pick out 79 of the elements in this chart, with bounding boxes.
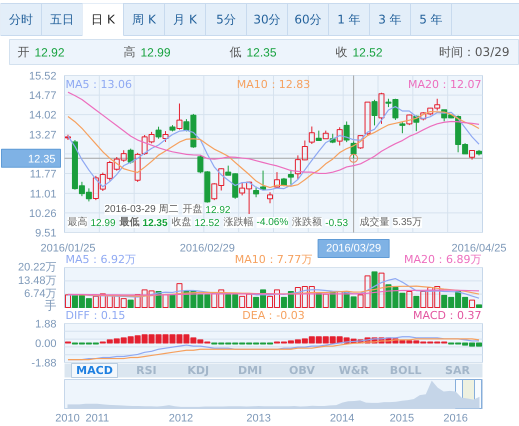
text: 开 [18, 45, 30, 59]
x-tick-label: 2016/02/29 [180, 242, 235, 254]
annotation: 最高 [68, 216, 88, 228]
text: DIFF：0.15 [66, 309, 126, 322]
ref-line-label: 12.35 [28, 153, 56, 166]
text: MA5：6.92万 [66, 253, 136, 266]
x-tick-label: 2016/01/25 [40, 242, 96, 254]
y-tick-label: 15.52 [28, 70, 57, 82]
text: 周 K [132, 12, 157, 26]
annotation: 最低 [118, 216, 140, 228]
text: 12.99 [140, 46, 171, 60]
text: W&R [338, 364, 370, 377]
text: 1 年 [337, 12, 361, 26]
annotation: 涨跌额 [292, 216, 322, 228]
annotation: 12.92 [205, 205, 231, 216]
annotation: 2016-03-29 周二 [104, 204, 178, 215]
text: 5 年 [419, 12, 443, 26]
annotation: 12.52 [194, 218, 220, 229]
text: 5分 [216, 12, 236, 26]
y-tick-label: 13.48万 [18, 274, 57, 287]
y-tick-label: 20.22万 [18, 262, 57, 274]
annotation: 涨跌幅 [224, 216, 254, 228]
text: DMI [238, 364, 262, 377]
x-tick-label: 2016/04/25 [451, 242, 507, 254]
text: 月 K [173, 12, 198, 26]
annotation: 开盘 [182, 203, 202, 215]
y-tick-label: 0.00 [35, 338, 57, 350]
annotation: 12.35 [142, 218, 168, 229]
x-tick-label: 2015 [390, 412, 414, 424]
text: 时间：03/29 [438, 45, 510, 59]
y-tick-label: 11.01 [30, 188, 57, 200]
text: MA5：13.06 [66, 78, 132, 91]
text: 12.52 [352, 46, 383, 60]
y-tick-label: 14.02 [28, 110, 57, 122]
text: MA20：12.07 [408, 78, 482, 91]
text: 高 [124, 45, 136, 59]
annotation: 5.35万 [392, 217, 422, 228]
x-tick-label: 2012 [168, 412, 194, 424]
text: 日 K [91, 12, 116, 26]
text: SAR [445, 364, 470, 377]
text: 12.92 [34, 46, 65, 60]
x-tick-label: 2014 [330, 412, 354, 424]
y-tick-label: 1.88 [35, 318, 57, 330]
text: 收 [336, 45, 348, 59]
text: 12.35 [246, 46, 277, 60]
y-tick-label: -1.88 [31, 358, 57, 370]
y-tick-label: 9.51 [35, 228, 57, 240]
y-tick-label: 14.77 [28, 90, 57, 102]
text: MA20：6.89万 [404, 253, 482, 266]
x-tick-label: 2016/03/29 [326, 242, 382, 254]
text: OBV [289, 364, 316, 377]
text: 五日 [50, 12, 74, 26]
text: 60分 [294, 12, 322, 26]
text: 低 [230, 45, 242, 59]
y-tick-label: 11.77 [30, 168, 57, 180]
text: MACD [76, 364, 113, 377]
text: MACD：0.37 [413, 309, 482, 322]
x-tick-label: 2010 [55, 412, 80, 424]
text: DEA：-0.03 [242, 309, 305, 322]
y-tick-label: 6.74万 [24, 288, 57, 300]
text: MA10：7.77万 [234, 253, 312, 266]
annotation: 12.99 [90, 218, 116, 229]
text: 分时 [9, 12, 33, 26]
annotation: 收盘 [172, 216, 192, 228]
text: 30分 [253, 12, 281, 26]
x-tick-label: 2011 [86, 412, 110, 424]
text: BOLL [390, 364, 422, 377]
x-tick-label: 2016 [443, 412, 468, 424]
annotation: -4.06% [256, 217, 288, 228]
text: MA10：12.83 [236, 78, 310, 91]
y-axis-title: 手 [44, 298, 56, 312]
y-tick-label: 13.27 [28, 129, 57, 142]
text: KDJ [187, 364, 210, 377]
text: RSI [136, 364, 157, 377]
annotation: 成交量 [360, 216, 390, 228]
text: 3 年 [378, 12, 402, 26]
annotation: -0.53 [325, 218, 348, 229]
y-tick-label: 10.26 [28, 208, 57, 220]
x-tick-label: 2013 [246, 412, 271, 424]
